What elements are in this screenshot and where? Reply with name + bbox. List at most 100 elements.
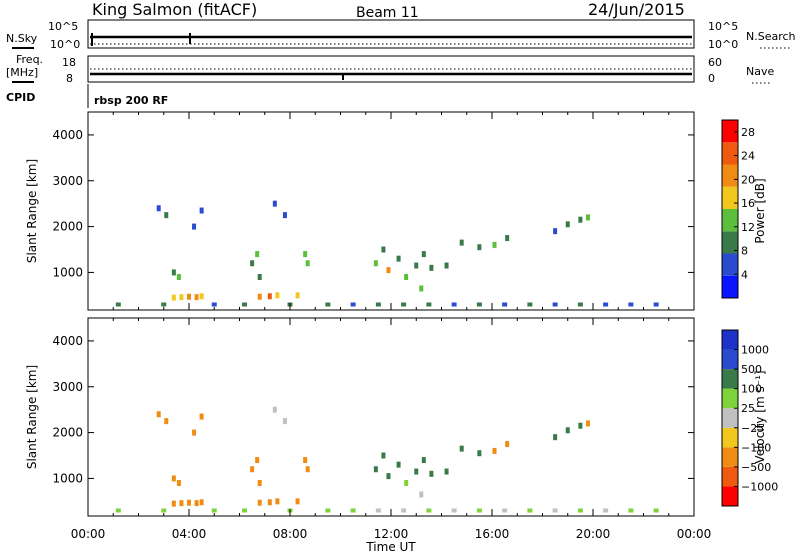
data-cell <box>115 508 121 513</box>
y-tick-label: 3000 <box>52 174 83 188</box>
power-frame <box>87 111 695 311</box>
noise-left-tick-top: 10^5 <box>48 20 78 33</box>
data-cell <box>414 468 419 475</box>
data-cell <box>585 420 590 427</box>
data-cell <box>295 498 300 505</box>
data-cell <box>325 508 331 513</box>
data-cell <box>250 466 255 473</box>
beam-title: Beam 11 <box>356 5 419 21</box>
station-title: King Salmon (fitACF) <box>92 0 257 19</box>
data-cell <box>267 499 272 506</box>
data-cell <box>171 475 176 482</box>
colorbar-swatch <box>722 408 738 428</box>
data-cell <box>250 260 255 267</box>
data-cell <box>444 262 449 269</box>
data-cell <box>179 500 184 507</box>
colorbar-tick-label: −500 <box>741 461 771 474</box>
data-cell <box>381 246 386 253</box>
data-cell <box>373 466 378 473</box>
colorbar-swatch <box>722 120 738 143</box>
time-tick-label: 00:00 <box>677 527 712 541</box>
data-cell <box>171 269 176 276</box>
nsky-label: N.Sky <box>6 32 38 45</box>
data-cell <box>552 302 558 307</box>
data-cell <box>429 470 434 477</box>
noise-right-tick-bottom: 10^0 <box>708 38 738 51</box>
y-tick-label: 4000 <box>52 334 83 348</box>
data-cell <box>381 452 386 459</box>
velocity-ylabel: Slant Range [km] <box>25 365 39 469</box>
data-cell <box>275 292 280 299</box>
noise-right-tick-top: 10^5 <box>708 20 738 33</box>
colorbar-swatch <box>722 330 738 350</box>
colorbar-tick-label: 500 <box>741 363 762 376</box>
power-panel: 1000 2000 3000 4000 Slant Range [km] <box>25 111 695 311</box>
colorbar-swatch <box>722 486 738 506</box>
data-cell <box>396 255 401 262</box>
data-cell <box>628 508 634 513</box>
data-cell <box>553 228 558 235</box>
data-cell <box>653 302 659 307</box>
data-cell <box>272 200 277 207</box>
data-cell <box>211 508 217 513</box>
data-cell <box>350 508 356 513</box>
y-tick-label: 3000 <box>52 380 83 394</box>
data-cell <box>404 274 409 280</box>
time-axis-label: Time UT <box>365 540 416 554</box>
data-cell <box>164 418 169 425</box>
colorbar-swatch <box>722 253 738 276</box>
nsearch-label: N.Search <box>746 30 796 43</box>
data-cell <box>628 302 634 307</box>
freq-tick-top: 18 <box>62 56 76 69</box>
data-cell <box>325 302 331 307</box>
velocity-axes: 1000 2000 3000 4000 <box>52 318 695 516</box>
colorbar-swatch <box>722 369 738 389</box>
colorbar-swatch <box>722 466 738 487</box>
colorbar-swatch <box>722 142 738 165</box>
time-tick-label: 16:00 <box>475 527 510 541</box>
colorbar-swatch <box>722 388 738 409</box>
colorbar-tick-label: −100 <box>741 441 771 454</box>
data-cell <box>401 508 407 513</box>
data-cell <box>603 508 609 513</box>
colorbar-tick-label: 8 <box>741 245 748 258</box>
data-cell <box>257 499 262 506</box>
data-cell <box>578 422 583 429</box>
data-cell <box>187 499 191 506</box>
time-tick-label: 08:00 <box>273 527 308 541</box>
velocity-cbar-label: Velocity [m s⁻¹] <box>753 370 767 463</box>
data-cell <box>653 508 659 513</box>
data-cell <box>255 251 260 258</box>
y-tick-label: 1000 <box>52 265 83 279</box>
time-tick-label: 04:00 <box>172 527 207 541</box>
data-cell <box>414 262 419 269</box>
power-colorbar: 4 8 12 16 20 24 28 <box>721 119 755 299</box>
data-cell <box>282 418 287 425</box>
data-cell <box>156 205 161 212</box>
data-cell <box>527 508 533 513</box>
data-cell <box>272 406 277 413</box>
colorbar-tick-label: 4 <box>741 268 748 281</box>
colorbar-tick-label: 1000 <box>741 344 769 357</box>
power-marks <box>115 200 659 307</box>
data-cell <box>477 244 482 251</box>
colorbar-swatch <box>722 231 738 254</box>
nave-tick-bottom: 0 <box>708 72 715 85</box>
data-cell <box>295 292 300 299</box>
data-cell <box>565 427 570 434</box>
data-cell <box>421 457 426 464</box>
nave-label: Nave <box>746 65 774 78</box>
time-tick-label: 20:00 <box>576 527 611 541</box>
data-cell <box>476 302 482 307</box>
data-cell <box>459 239 464 246</box>
data-cell <box>192 223 197 230</box>
colorbar-frame <box>721 119 739 299</box>
data-cell <box>527 302 533 307</box>
data-cell <box>505 235 510 242</box>
freq-label-top: Freq. <box>16 53 43 66</box>
colorbar-tick-label: 28 <box>741 126 755 139</box>
data-cell <box>585 214 590 221</box>
data-cell <box>257 480 262 486</box>
data-cell <box>187 293 191 300</box>
